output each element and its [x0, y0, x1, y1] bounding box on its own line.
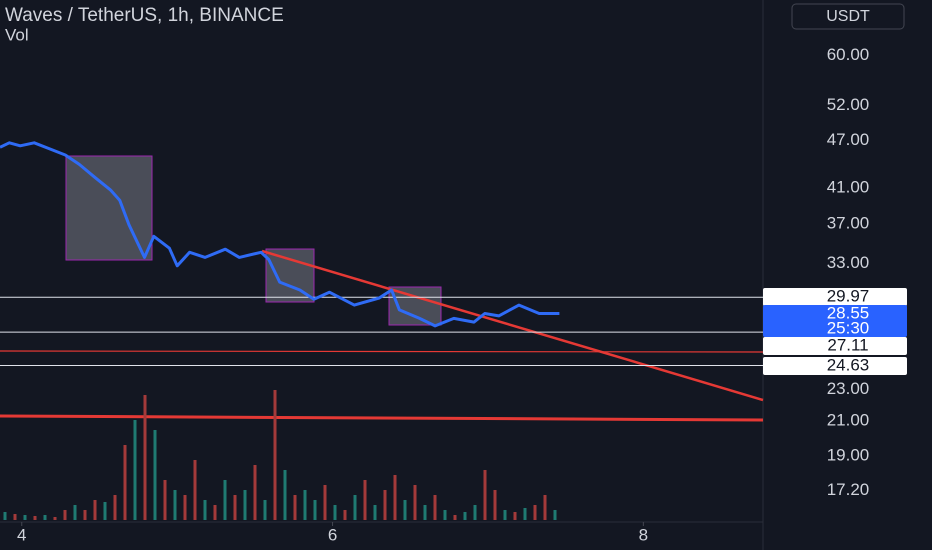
volume-bar — [283, 470, 287, 520]
volume-bar — [383, 490, 387, 520]
currency-label: USDT — [826, 8, 870, 25]
volume-bar — [103, 502, 107, 520]
volume-bar — [73, 505, 77, 520]
volume-bar — [163, 480, 167, 520]
volume-bar — [343, 510, 347, 520]
volume-bar — [143, 395, 147, 520]
volume-bar — [483, 470, 487, 520]
volume-bar — [113, 495, 117, 520]
volume-bar — [223, 480, 227, 520]
volume-bar — [243, 490, 247, 520]
volume-bar — [523, 508, 527, 520]
volume-bar — [33, 516, 37, 520]
price-label-box — [763, 288, 907, 306]
volume-bar — [453, 515, 457, 520]
volume-bar — [93, 500, 97, 520]
volume-bar — [463, 512, 467, 520]
y-tick-label: 23.00 — [827, 379, 870, 398]
volume-bar — [83, 510, 87, 520]
price-label-box — [763, 337, 907, 355]
volume-bar — [543, 495, 547, 520]
y-tick-label: 52.00 — [827, 95, 870, 114]
volume-bar — [493, 490, 497, 520]
y-tick-label: 60.00 — [827, 45, 870, 64]
volume-bar — [213, 505, 217, 520]
trend-line — [261, 249, 764, 402]
volume-bar — [43, 515, 47, 520]
price-label: 28.55 — [827, 303, 870, 322]
volume-bar — [423, 505, 427, 520]
y-tick-label: 19.00 — [827, 445, 870, 464]
x-tick-label: 8 — [639, 525, 648, 544]
volume-bar — [183, 495, 187, 520]
volume-bar — [513, 512, 517, 520]
volume-bar — [23, 515, 27, 520]
support-line — [0, 414, 764, 422]
currency-button[interactable] — [791, 3, 905, 30]
volume-bar — [533, 505, 537, 520]
volume-bar — [293, 495, 297, 520]
volume-bar — [553, 510, 557, 520]
y-tick-label: 41.00 — [827, 178, 870, 197]
price-label: 24.63 — [827, 355, 870, 374]
price-label: 27.11 — [827, 335, 868, 354]
volume-bar — [373, 505, 377, 520]
volume-bar — [233, 495, 237, 520]
countdown-label: 25:30 — [827, 318, 870, 337]
volume-bar — [333, 505, 337, 520]
volume-bar — [503, 510, 507, 520]
y-tick-label: 37.00 — [827, 213, 870, 232]
volume-bar — [413, 485, 417, 520]
volume-bar — [403, 500, 407, 520]
y-tick-label: 33.00 — [827, 253, 870, 272]
volume-bar — [303, 490, 307, 520]
price-label: 29.97 — [827, 286, 870, 305]
price-label-box — [763, 305, 907, 337]
volume-bar — [153, 430, 157, 520]
volume-bar — [173, 490, 177, 520]
y-tick-label: 47.00 — [827, 130, 870, 149]
volume-bar — [433, 495, 437, 520]
volume-bar — [203, 500, 207, 520]
price-label-box — [763, 357, 907, 375]
volume-bar — [323, 485, 327, 520]
price-line — [0, 141, 560, 328]
volume-bar — [443, 510, 447, 520]
volume-bar — [313, 500, 317, 520]
volume-bar — [193, 460, 197, 520]
x-tick-label: 6 — [328, 525, 337, 544]
volume-bar — [123, 445, 127, 520]
volume-bar — [63, 510, 67, 520]
y-tick-label: 17.20 — [827, 480, 870, 499]
volume-bar — [133, 420, 137, 520]
volume-bar — [13, 514, 17, 520]
y-tick-label: 21.00 — [827, 410, 870, 429]
volume-label: Vol — [5, 25, 29, 44]
chart-title: Waves / TetherUS, 1h, BINANCE — [5, 5, 284, 26]
support-line — [0, 350, 764, 353]
volume-bar — [273, 390, 277, 520]
volume-bar — [3, 512, 7, 520]
x-tick-label: 4 — [17, 525, 26, 544]
volume-bar — [393, 475, 397, 520]
volume-bar — [53, 517, 57, 520]
volume-bar — [253, 465, 257, 520]
volume-bar — [263, 500, 267, 520]
volume-bar — [473, 505, 477, 520]
volume-bar — [363, 480, 367, 520]
volume-bar — [353, 495, 357, 520]
